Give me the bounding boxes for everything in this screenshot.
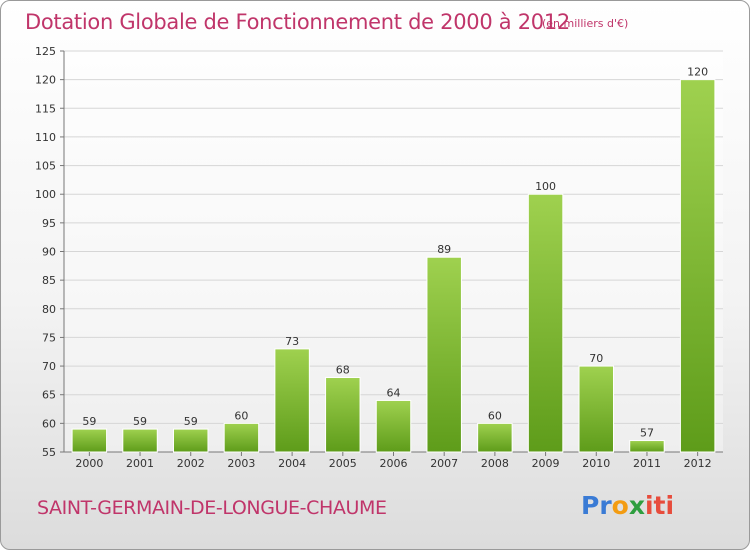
y-tick-label: 60 bbox=[42, 417, 56, 430]
commune-name: SAINT-GERMAIN-DE-LONGUE-CHAUME bbox=[37, 497, 387, 519]
bar bbox=[274, 348, 310, 453]
data-label: 73 bbox=[285, 335, 299, 348]
x-tick-label: 2006 bbox=[380, 457, 408, 470]
x-tick-label: 2001 bbox=[126, 457, 154, 470]
bar bbox=[629, 440, 665, 453]
y-tick-label: 110 bbox=[35, 131, 56, 144]
bar bbox=[172, 428, 209, 453]
x-tick-label: 2012 bbox=[684, 457, 712, 470]
logo-part: Pr bbox=[581, 491, 612, 520]
y-tick-label: 90 bbox=[42, 246, 56, 259]
x-tick-label: 2008 bbox=[481, 457, 509, 470]
x-tick-label: 2010 bbox=[582, 457, 610, 470]
y-tick-label: 70 bbox=[42, 360, 56, 373]
data-label: 89 bbox=[437, 243, 451, 256]
data-label: 60 bbox=[234, 409, 248, 422]
logo-part: x bbox=[628, 491, 645, 520]
data-label: 59 bbox=[133, 415, 147, 428]
data-label: 120 bbox=[687, 66, 708, 79]
bar bbox=[71, 428, 108, 453]
data-label: 70 bbox=[589, 352, 603, 365]
data-label: 100 bbox=[535, 180, 556, 193]
data-label: 59 bbox=[184, 415, 198, 428]
x-tick-label: 2004 bbox=[278, 457, 306, 470]
y-tick-label: 105 bbox=[35, 160, 56, 173]
data-label: 57 bbox=[640, 427, 654, 440]
x-tick-label: 2000 bbox=[75, 457, 103, 470]
bar bbox=[122, 428, 158, 453]
x-tick-label: 2002 bbox=[177, 457, 205, 470]
bar bbox=[375, 399, 412, 453]
y-tick-label: 80 bbox=[42, 303, 56, 316]
x-tick-label: 2005 bbox=[329, 457, 357, 470]
bar bbox=[527, 193, 564, 453]
y-tick-label: 95 bbox=[42, 217, 56, 230]
x-tick-label: 2011 bbox=[633, 457, 661, 470]
chart-subtitle: (en milliers d'€) bbox=[542, 17, 629, 30]
y-tick-label: 100 bbox=[35, 188, 56, 201]
x-tick-label: 2003 bbox=[227, 457, 255, 470]
data-label: 59 bbox=[82, 415, 96, 428]
x-tick-label: 2007 bbox=[430, 457, 458, 470]
y-tick-label: 65 bbox=[42, 389, 56, 402]
logo-part: o bbox=[611, 491, 629, 520]
bar bbox=[325, 377, 361, 453]
x-tick-label: 2009 bbox=[532, 457, 560, 470]
bar bbox=[426, 256, 462, 453]
bar bbox=[477, 422, 513, 453]
y-tick-label: 85 bbox=[42, 274, 56, 287]
chart-title: Dotation Globale de Fonctionnement de 20… bbox=[25, 10, 570, 34]
logo-part: iti bbox=[644, 491, 675, 520]
y-tick-label: 115 bbox=[35, 102, 56, 115]
y-tick-label: 75 bbox=[42, 331, 56, 344]
data-label: 68 bbox=[336, 364, 350, 377]
data-label: 60 bbox=[488, 409, 502, 422]
data-label: 64 bbox=[387, 386, 401, 399]
y-tick-label: 125 bbox=[35, 45, 56, 58]
y-tick-label: 120 bbox=[35, 74, 56, 87]
bar bbox=[578, 365, 615, 453]
bar bbox=[679, 79, 716, 453]
proxiti-logo: Proxiti bbox=[581, 489, 674, 523]
bar bbox=[223, 422, 260, 453]
y-tick-label: 55 bbox=[42, 446, 56, 459]
